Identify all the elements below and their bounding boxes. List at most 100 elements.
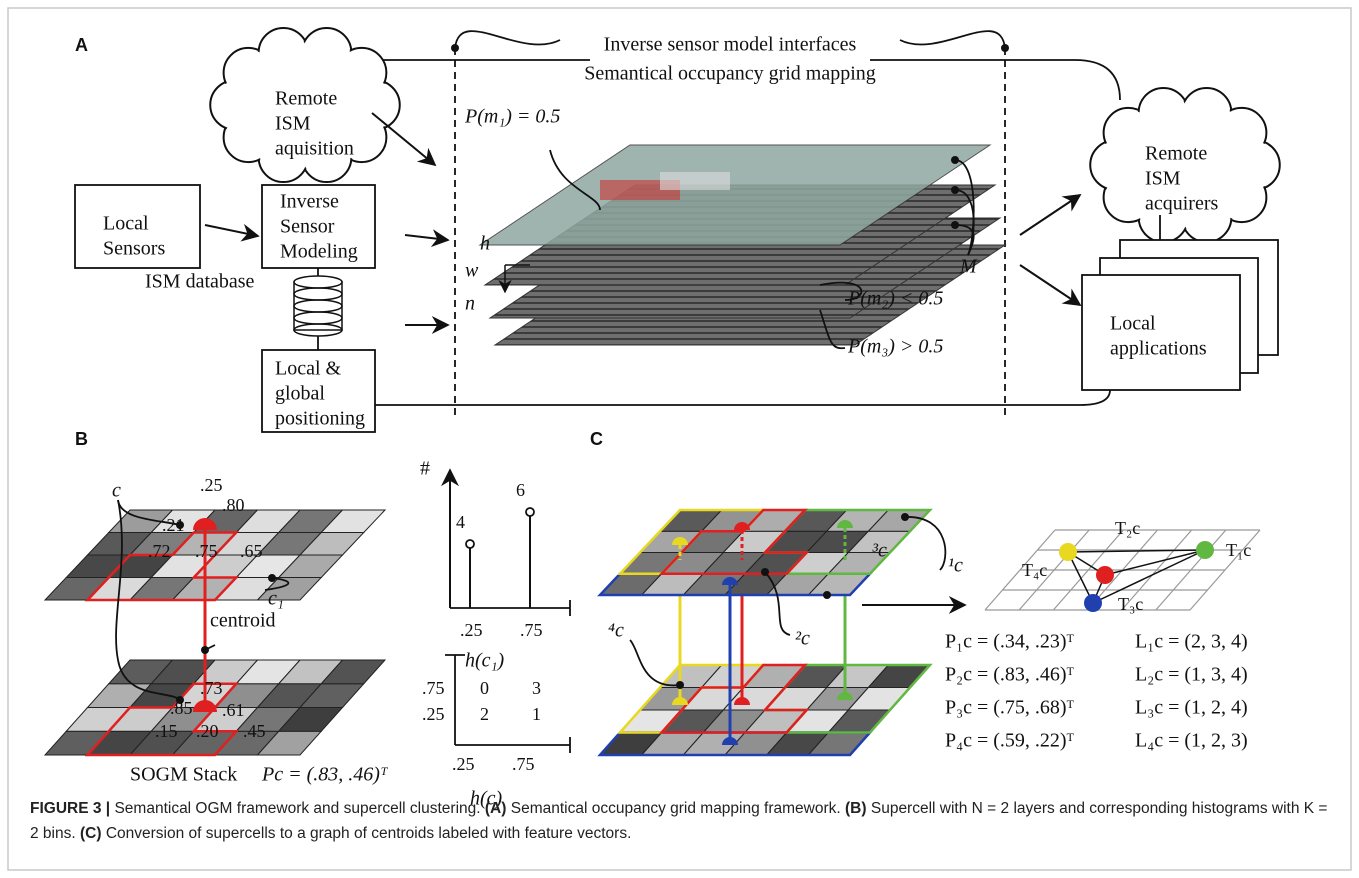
label: 6: [516, 480, 525, 500]
label: positioning: [275, 408, 365, 430]
label: Local: [1110, 313, 1156, 335]
label: B: [75, 429, 88, 449]
label: Sensor: [280, 216, 335, 238]
label: Sensors: [103, 238, 165, 260]
caption-part-label: (A): [485, 800, 507, 817]
label: w: [465, 260, 479, 282]
label: P₄c = (.59, .22)ᵀ: [945, 730, 1075, 752]
label: 0: [480, 678, 489, 698]
line: [1020, 195, 1080, 235]
label: P₂c = (.83, .46)ᵀ: [945, 664, 1075, 686]
label: Inverse sensor model interfaces: [604, 34, 857, 56]
label: .72: [148, 541, 171, 561]
label: ¹c: [948, 555, 963, 577]
label: .75: [520, 620, 543, 640]
label: aquisition: [275, 138, 354, 160]
label: T₁c: [1226, 540, 1251, 560]
label: ISM: [275, 113, 311, 135]
label: P₁c = (.34, .23)ᵀ: [945, 631, 1075, 653]
shape: [375, 390, 1110, 405]
stem-head: [526, 508, 534, 516]
label: c₁: [268, 588, 284, 610]
page: A Inverse sensor model interfaces Semantic…: [0, 0, 1359, 878]
caption: FIGURE 3 | Semantical OGM framework and …: [30, 796, 1330, 846]
label: .25: [422, 704, 445, 724]
label: Semantical occupancy grid mapping: [584, 63, 876, 85]
label: C: [590, 429, 603, 449]
image-patch: [660, 172, 730, 190]
label: h(c₁): [465, 650, 504, 672]
label: L₃c = (1, 2, 4): [1135, 697, 1248, 719]
label: .75: [422, 678, 445, 698]
label: .75: [512, 754, 535, 774]
label: P(m₁) = 0.5: [464, 106, 560, 128]
label: L₄c = (1, 2, 3): [1135, 730, 1248, 752]
label: Remote: [1145, 143, 1207, 165]
label: L₂c = (1, 3, 4): [1135, 664, 1248, 686]
caption-label: FIGURE 3 |: [30, 800, 110, 817]
figure: A Inverse sensor model interfaces Semantic…: [0, 0, 1359, 878]
caption-title: Semantical OGM framework and supercell c…: [114, 800, 480, 817]
caption-part: Conversion of supercells to a graph of c…: [106, 825, 632, 842]
label: Pc = (.83, .46)ᵀ: [261, 764, 389, 786]
label: global: [275, 383, 325, 405]
label: Modeling: [280, 241, 358, 263]
line: [1020, 265, 1080, 305]
label: ³c: [872, 540, 887, 562]
label: ISM: [1145, 168, 1181, 190]
label: c: [112, 480, 121, 502]
dot: [1001, 44, 1009, 52]
label: 3: [532, 678, 541, 698]
label: SOGM Stack: [130, 764, 237, 786]
graph-node: [1059, 543, 1077, 561]
label: centroid: [210, 610, 276, 632]
label: 1: [532, 704, 541, 724]
label: .65: [240, 541, 263, 561]
label: .20: [196, 721, 219, 741]
label: L₁c = (2, 3, 4): [1135, 631, 1248, 653]
label: P₃c = (.75, .68)ᵀ: [945, 697, 1075, 719]
label: .21: [162, 515, 185, 535]
label: .45: [243, 721, 266, 741]
label: P(m₂) < 0.5: [847, 288, 943, 310]
label: #: [420, 458, 430, 480]
label: ²c: [795, 628, 810, 650]
label: .61: [222, 700, 245, 720]
dot: [451, 44, 459, 52]
shape: [455, 31, 560, 48]
label: Inverse: [280, 191, 339, 213]
db: [294, 276, 342, 288]
caption-part: Semantical occupancy grid mapping framew…: [511, 800, 841, 817]
label: .15: [155, 721, 178, 741]
graph-node: [1084, 594, 1102, 612]
label: applications: [1110, 338, 1207, 360]
label: .25: [200, 475, 223, 495]
label: h: [480, 233, 490, 255]
label: T₂c: [1115, 518, 1140, 538]
caption-part-label: (C): [80, 825, 102, 842]
stem-head: [466, 540, 474, 548]
graph-node: [1196, 541, 1214, 559]
label: .25: [460, 620, 483, 640]
label: .85: [170, 698, 193, 718]
caption-part-label: (B): [845, 800, 867, 817]
label: n: [465, 293, 475, 315]
box: [1082, 275, 1240, 390]
label: P(m₃) > 0.5: [847, 336, 943, 358]
label: .75: [195, 541, 218, 561]
shape: [900, 31, 1005, 48]
dot: [823, 591, 831, 599]
label: A: [75, 35, 88, 55]
label: T₃c: [1118, 594, 1143, 614]
line: [405, 235, 448, 240]
label: 4: [456, 512, 465, 532]
label: 2: [480, 704, 489, 724]
label: Remote: [275, 88, 337, 110]
label: acquirers: [1145, 193, 1219, 215]
label: M: [959, 256, 978, 278]
label: Local: [103, 213, 149, 235]
label: .80: [222, 495, 245, 515]
label: ⁴c: [608, 620, 624, 642]
line: [205, 225, 258, 236]
label: .73: [200, 678, 223, 698]
